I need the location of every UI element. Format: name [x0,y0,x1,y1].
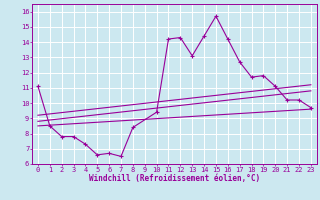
X-axis label: Windchill (Refroidissement éolien,°C): Windchill (Refroidissement éolien,°C) [89,174,260,183]
